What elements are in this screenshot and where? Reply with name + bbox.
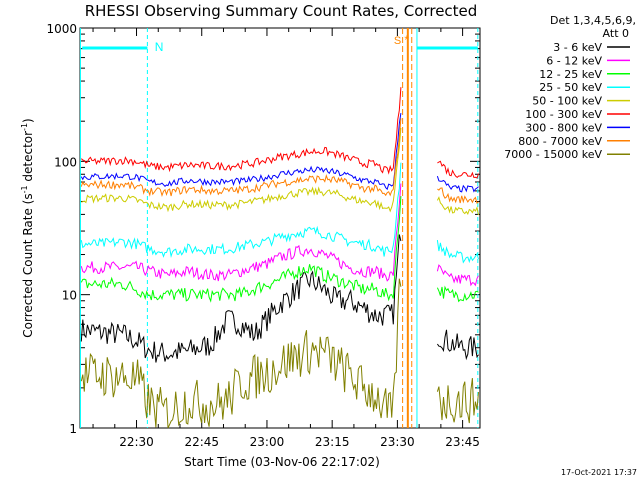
legend-label-s800_7000: 800 - 7000 keV — [518, 135, 602, 148]
series-s25_50 — [436, 240, 479, 264]
y-tick-label: 10 — [62, 289, 77, 303]
timestamp: 17-Oct-2021 17:37 — [561, 468, 637, 477]
plot-area — [79, 27, 481, 429]
legend-label-s6_12: 6 - 12 keV — [546, 54, 602, 67]
legend-label-s7000_15000: 7000 - 15000 keV — [504, 148, 602, 161]
series-s100_300 — [437, 160, 479, 179]
series-s6_12 — [80, 183, 402, 282]
x-tick-label: 23:15 — [315, 435, 350, 449]
legend-label-s50_100: 50 - 100 keV — [532, 95, 602, 108]
chart-title: RHESSI Observing Summary Count Rates, Co… — [85, 2, 478, 20]
y-tick-label: 1000 — [46, 22, 77, 36]
series-s800_7000 — [80, 118, 402, 198]
legend-label-s12_25: 12 - 25 keV — [539, 68, 602, 81]
series-s12_25 — [80, 196, 402, 303]
x-tick-label: 22:30 — [119, 435, 154, 449]
legend-label-s3_6: 3 - 6 keV — [553, 41, 602, 54]
x-tick-label: 23:45 — [445, 435, 480, 449]
y-tick-label: 100 — [54, 155, 77, 169]
series-s800_7000 — [437, 187, 479, 205]
x-tick-label: 23:00 — [250, 435, 285, 449]
series-s7000_15000 — [80, 278, 402, 429]
legend-header-line1: Det 1,3,4,5,6,9, — [550, 14, 636, 27]
attenuator-marker: * — [404, 33, 409, 47]
series-s6_12 — [436, 264, 479, 287]
legend-label-s25_50: 25 - 50 keV — [539, 81, 602, 94]
series-lines — [80, 87, 479, 429]
legend-header-line2: Att 0 — [603, 27, 629, 40]
x-tick-label: 23:30 — [380, 435, 415, 449]
x-axis-label: Start Time (03-Nov-06 22:17:02) — [184, 455, 380, 469]
series-s12_25 — [436, 285, 479, 303]
series-s100_300 — [80, 87, 402, 175]
series-s3_6 — [80, 234, 402, 363]
legend-label-s100_300: 100 - 300 keV — [525, 108, 602, 121]
y-tick-label: 1 — [69, 422, 77, 436]
saa-marker: S — [394, 35, 401, 47]
series-s300_800 — [436, 175, 479, 193]
series-s50_100 — [81, 127, 402, 213]
x-tick-label: 22:45 — [184, 435, 219, 449]
series-s300_800 — [80, 113, 402, 191]
series-s50_100 — [436, 196, 479, 216]
night-marker: N — [155, 40, 164, 54]
series-s25_50 — [80, 162, 402, 258]
series-s7000_15000 — [436, 378, 479, 424]
annotations: N S * — [79, 28, 479, 428]
legend-label-s300_800: 300 - 800 keV — [525, 121, 602, 134]
series-s3_6 — [436, 329, 479, 361]
y-axis-label: Corrected Count Rate (s-1 detector-1) — [20, 118, 35, 337]
